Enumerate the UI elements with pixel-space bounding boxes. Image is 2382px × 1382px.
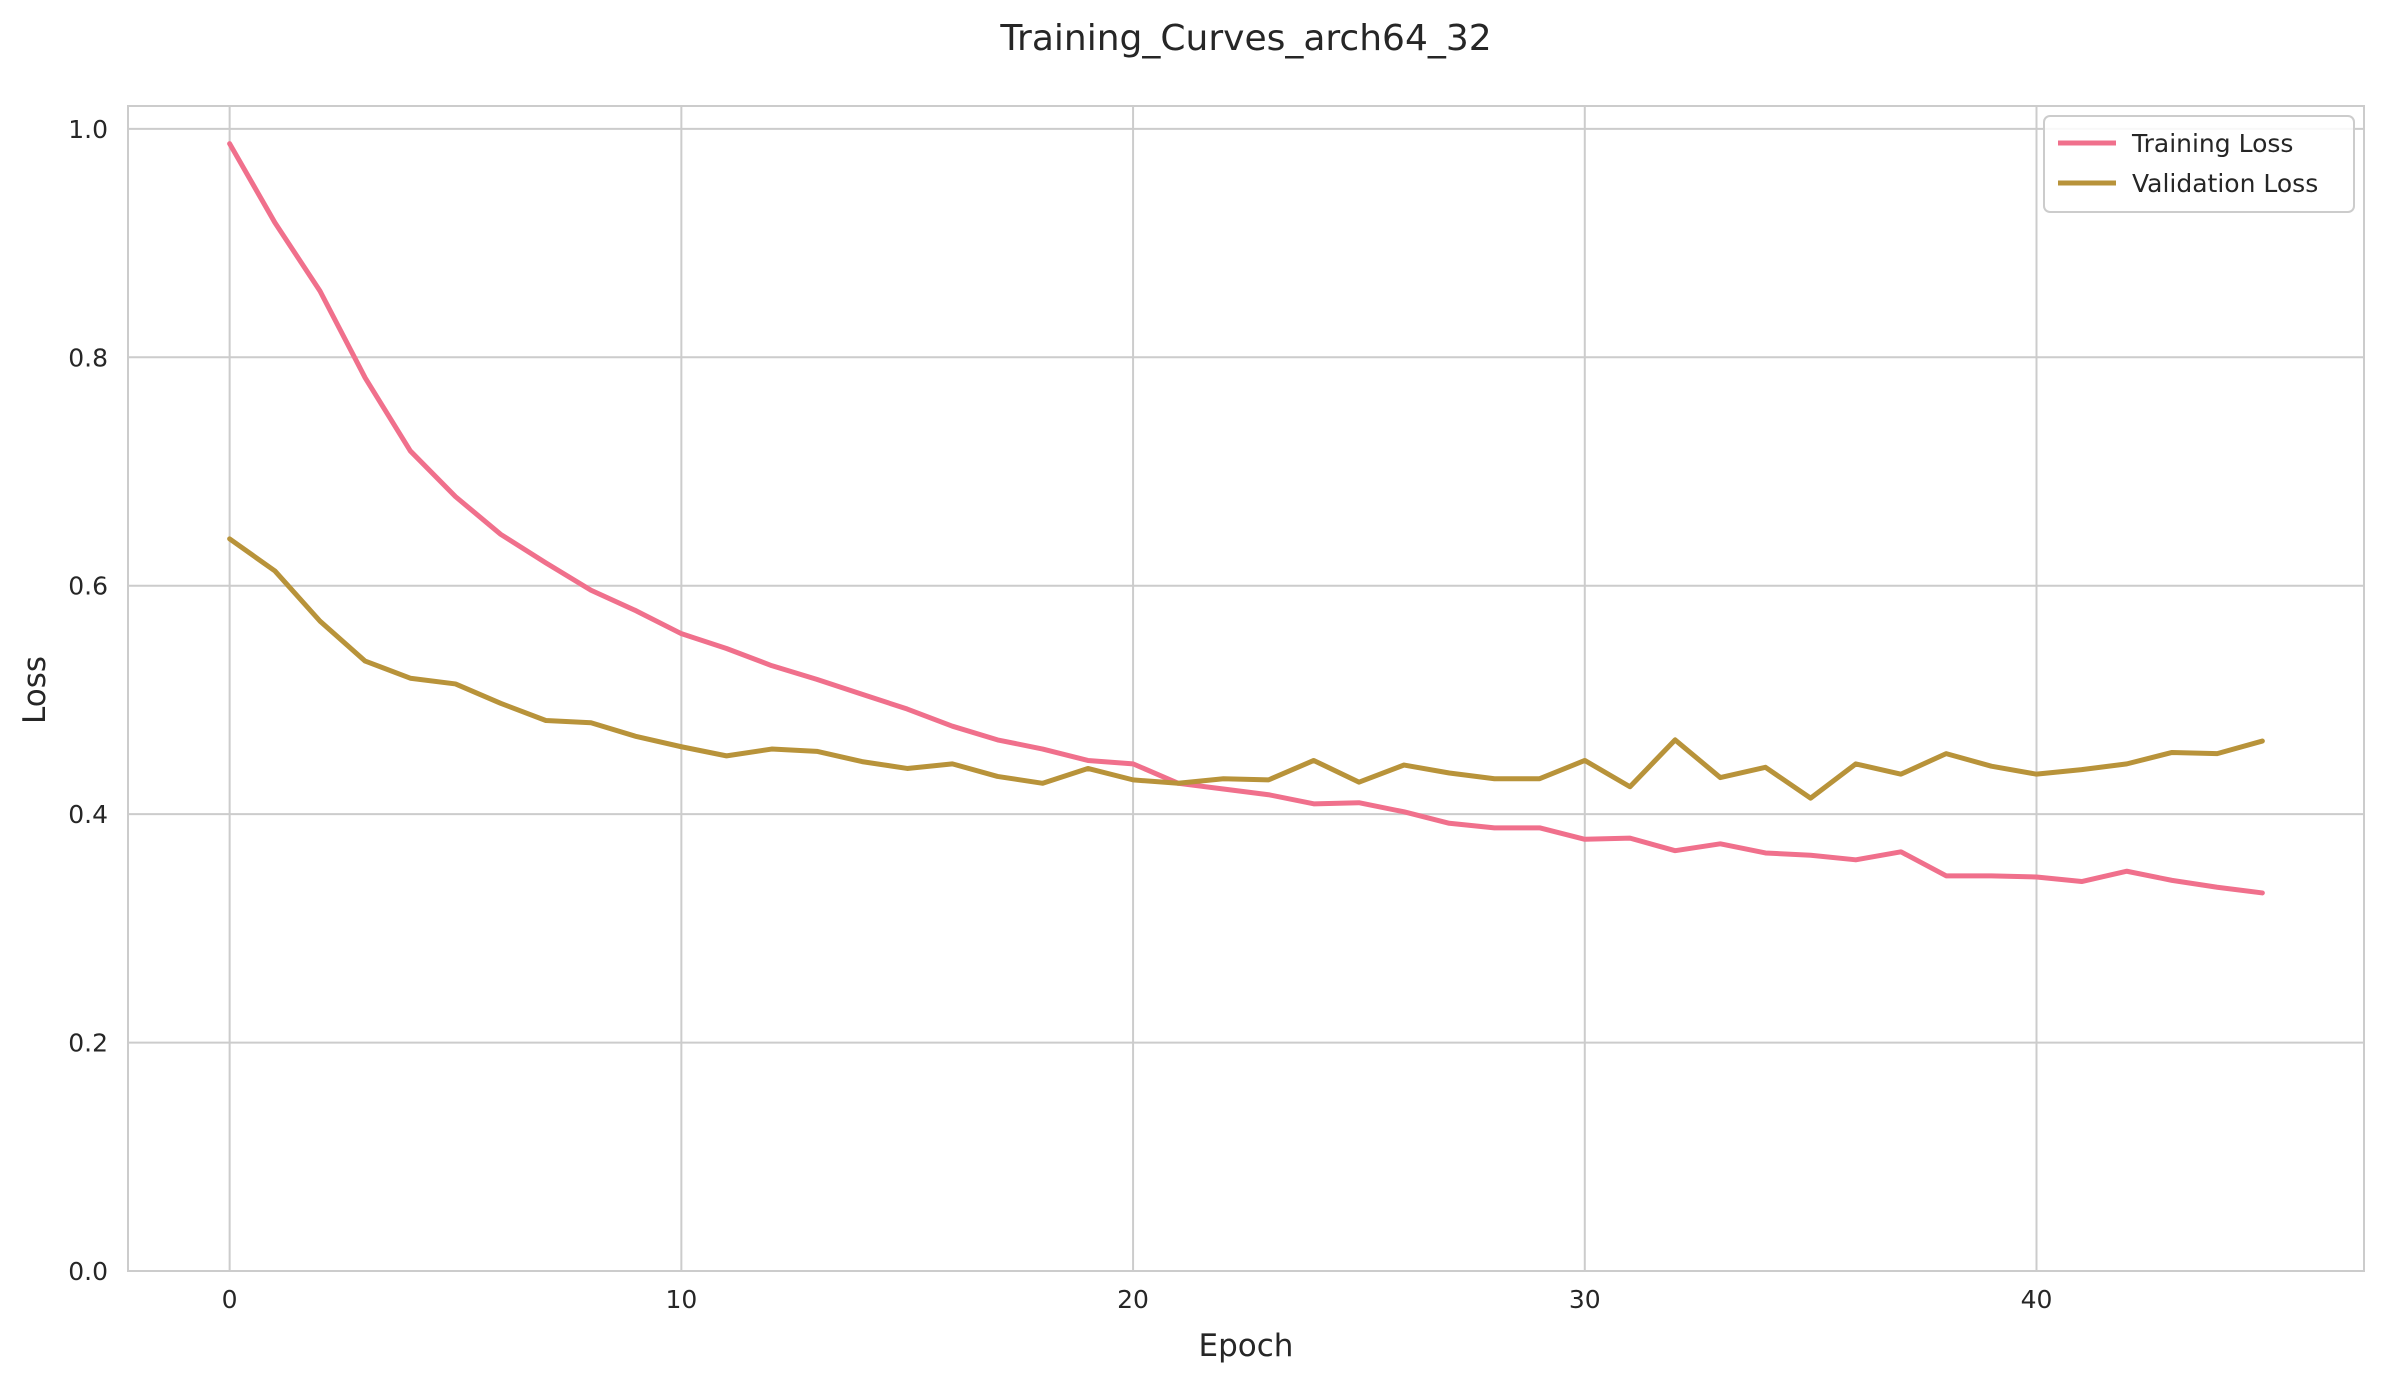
legend-label-training-loss: Training Loss	[2131, 129, 2293, 158]
x-tick-label: 40	[2021, 1285, 2053, 1314]
series-line-training-loss	[227, 141, 2265, 896]
legend-label-validation-loss: Validation Loss	[2132, 169, 2318, 198]
series-lines	[227, 141, 2265, 896]
tick-labels: 0 10 20 30 40 0.0 0.2 0.4 0.6 0.8 1.0	[68, 115, 2052, 1314]
legend-box	[2043, 115, 2355, 213]
y-axis-label: Loss	[17, 656, 53, 724]
y-tick-label: 1.0	[68, 115, 108, 144]
chart-title: Training_Curves_arch64_32	[999, 18, 1491, 59]
legend: Training Loss Validation Loss	[2043, 115, 2355, 213]
x-tick-label: 30	[1569, 1285, 1601, 1314]
y-tick-label: 0.4	[68, 800, 108, 829]
y-tick-label: 0.2	[68, 1029, 108, 1058]
x-tick-label: 0	[222, 1285, 238, 1314]
x-tick-label: 20	[1117, 1285, 1149, 1314]
y-tick-label: 0.6	[68, 572, 108, 601]
series-line-validation-loss	[227, 536, 2265, 801]
plot-frame	[127, 105, 2365, 1272]
y-tick-label: 0.8	[68, 343, 108, 372]
y-tick-label: 0.0	[68, 1257, 108, 1286]
x-tick-label: 10	[665, 1285, 697, 1314]
x-axis-label: Epoch	[1199, 1328, 1294, 1364]
